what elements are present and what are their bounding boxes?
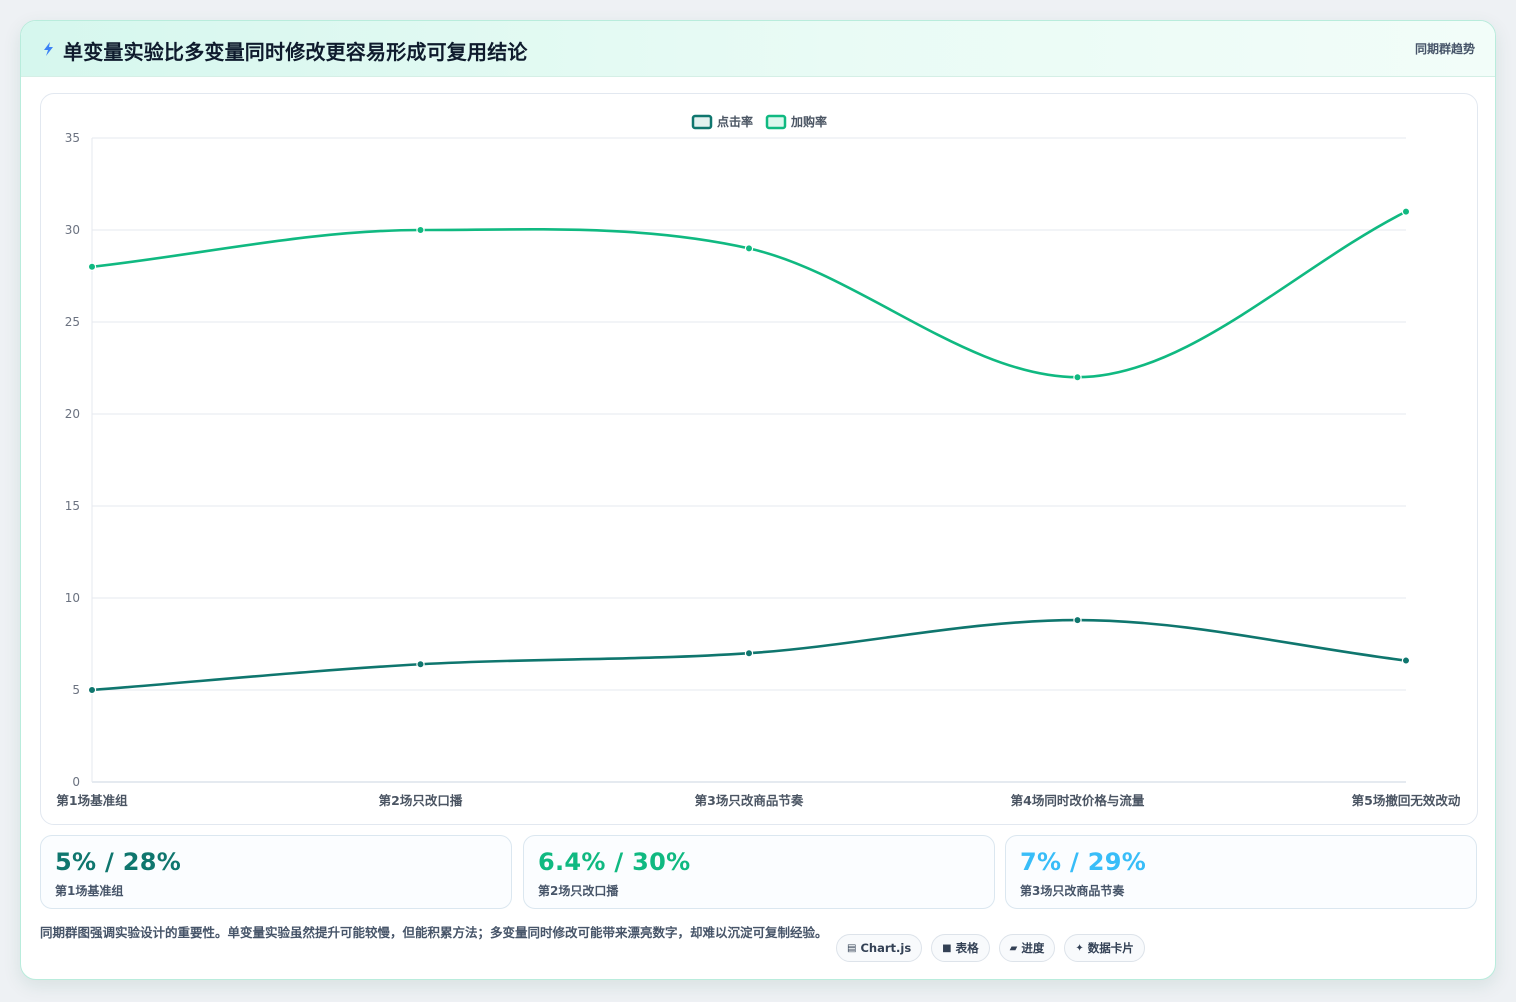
chart-card: 单变量实验比多变量同时修改更容易形成可复用结论 同期群趋势 0 5 10 15 20 25… — [20, 20, 1496, 980]
data-point — [744, 244, 754, 253]
kpi-card-2: 6.4% / 30% 第2场只改口播 — [523, 835, 995, 909]
x-tick-label: 第3场只改商品节奏 — [695, 793, 804, 808]
chip-label: 数据卡片 — [1087, 941, 1134, 955]
data-point — [416, 225, 425, 235]
chart-type-tag: 同期群趋势 — [1414, 42, 1475, 56]
data-point — [1401, 207, 1411, 216]
legend-swatch — [691, 114, 713, 130]
chip-chartjs[interactable]: ▤ Chart.js — [836, 934, 923, 962]
x-tick-label: 第4场同时改价格与流量 — [1011, 793, 1145, 808]
legend-swatch — [765, 114, 787, 130]
data-point — [416, 660, 425, 669]
chip-label: 表格 — [955, 941, 979, 955]
y-tick-label: 0 — [72, 775, 80, 789]
kpi-value: 6.4% / 30% — [538, 848, 691, 876]
data-point — [1401, 656, 1411, 665]
data-point — [87, 262, 97, 271]
x-tick-label: 第1场基准组 — [56, 793, 128, 808]
chip-data-cards[interactable]: ✦ 数据卡片 — [1064, 934, 1145, 962]
card-header: 单变量实验比多变量同时修改更容易形成可复用结论 同期群趋势 — [21, 21, 1495, 77]
data-point — [87, 685, 97, 695]
y-tick-label: 15 — [65, 499, 80, 513]
y-tick-label: 30 — [65, 223, 80, 237]
kpi-label: 第1场基准组 — [55, 884, 124, 898]
y-tick-label: 35 — [65, 131, 80, 145]
progress-icon: ▰ — [1009, 942, 1018, 954]
feature-chips: ▤ Chart.js ■ 表格 ▰ 进度 ✦ 数据卡片 — [836, 934, 1145, 962]
kpi-label: 第2场只改口播 — [538, 884, 619, 898]
chip-label: 进度 — [1021, 941, 1045, 955]
x-tick-label: 第5场撤回无效改动 — [1352, 793, 1461, 808]
legend-label: 点击率 — [717, 114, 753, 129]
kpi-value: 5% / 28% — [55, 848, 182, 876]
sparkle-icon: ✦ — [1075, 942, 1084, 954]
chart-icon: ▤ — [847, 942, 857, 954]
lightning-icon — [44, 42, 53, 56]
x-tick-label: 第2场只改口播 — [379, 793, 463, 808]
legend-label: 加购率 — [790, 114, 827, 129]
data-point — [1073, 615, 1082, 625]
page-title: 单变量实验比多变量同时修改更容易形成可复用结论 — [63, 40, 528, 64]
y-tick-label: 10 — [65, 591, 80, 605]
kpi-label: 第3场只改商品节奏 — [1020, 884, 1125, 898]
data-point — [744, 649, 754, 658]
kpi-card-3: 7% / 29% 第3场只改商品节奏 — [1005, 835, 1477, 909]
kpi-value: 7% / 29% — [1020, 848, 1147, 876]
series-line-2 — [91, 210, 1407, 379]
chip-label: Chart.js — [860, 941, 912, 955]
y-tick-label: 5 — [72, 683, 80, 697]
y-tick-label: 25 — [65, 315, 80, 329]
chip-progress[interactable]: ▰ 进度 — [998, 934, 1056, 962]
kpi-card-1: 5% / 28% 第1场基准组 — [40, 835, 512, 909]
y-tick-label: 20 — [65, 407, 80, 421]
table-icon: ■ — [942, 942, 952, 954]
data-point — [1073, 373, 1082, 382]
line-chart: 0 5 10 15 20 25 30 35 第1场基准组 第2场只改口播 第3场只改商品节奏 第4场同… — [56, 114, 1461, 808]
chip-table[interactable]: ■ 表格 — [931, 934, 990, 962]
chart-note: 同期群图强调实验设计的重要性。单变量实验虽然提升可能较慢，但能积累方法；多变量同… — [40, 925, 828, 940]
chart-area: 0 5 10 15 20 25 30 35 第1场基准组 第2场只改口播 第3场只改商品节奏 第4场同… — [40, 93, 1478, 825]
